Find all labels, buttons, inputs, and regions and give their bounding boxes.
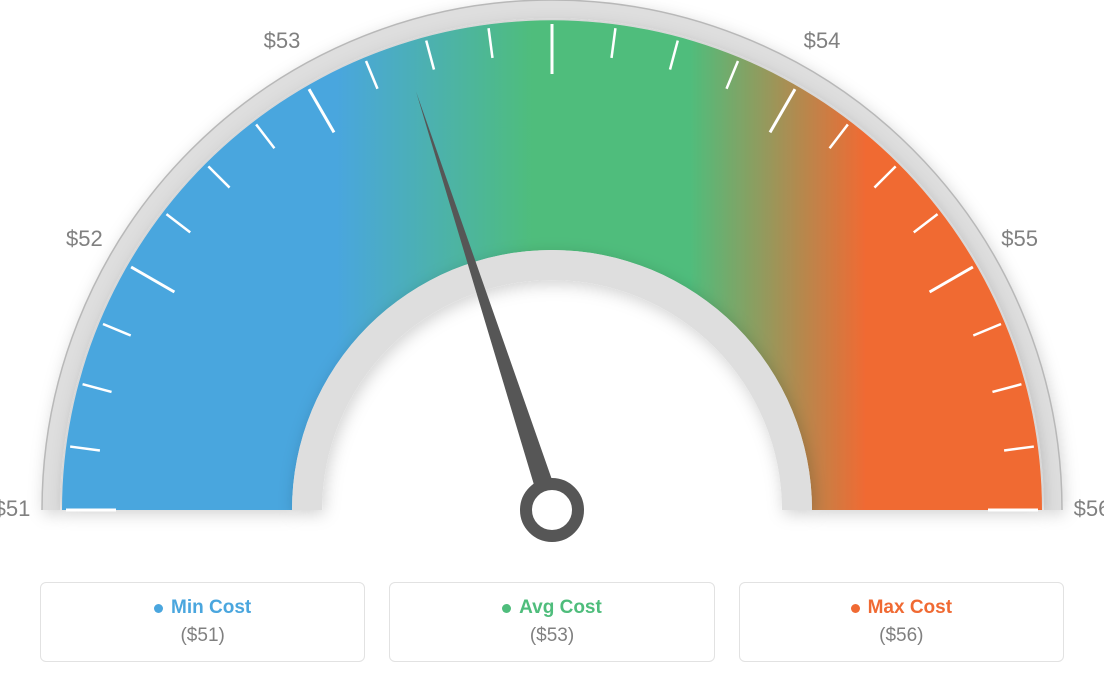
legend-value: ($53) [530,625,574,647]
legend-row: Min Cost ($51) Avg Cost ($53) Max Cost ($56) [40,582,1064,662]
legend-label: Min Cost [171,597,251,619]
legend-bullet-icon [851,604,860,613]
legend-title: Avg Cost [502,597,602,619]
scale-label: $55 [1001,226,1038,251]
legend-card: Min Cost ($51) [40,582,365,662]
legend-card: Avg Cost ($53) [389,582,714,662]
legend-title: Min Cost [154,597,251,619]
scale-label: $53 [264,28,301,53]
cost-gauge-chart: $51$52$53$53$54$55$56 Min Cost($51)Avg C… [0,0,1104,690]
legend-label: Avg Cost [519,597,602,619]
scale-label: $51 [0,496,30,521]
scale-label: $54 [804,28,841,53]
legend-card: Max Cost ($56) [739,582,1064,662]
gauge-svg: $51$52$53$53$54$55$56 [0,0,1104,570]
legend-value: ($51) [180,625,224,647]
legend-value: ($56) [879,625,923,647]
legend-bullet-icon [502,604,511,613]
legend-label: Max Cost [868,597,952,619]
gauge-hub [526,484,578,536]
legend-title: Max Cost [851,597,952,619]
scale-label: $52 [66,226,103,251]
scale-label: $56 [1074,496,1104,521]
legend-bullet-icon [154,604,163,613]
